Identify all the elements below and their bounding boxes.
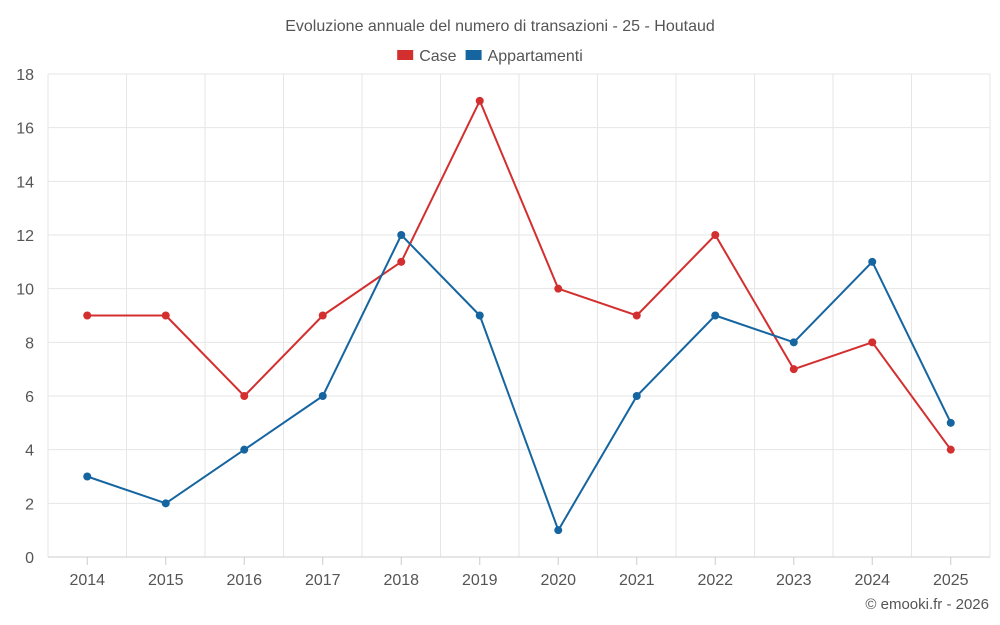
x-tick-label: 2020 [540, 572, 576, 589]
x-tick-label: 2015 [148, 572, 184, 589]
data-point[interactable] [711, 231, 720, 239]
y-tick-label: 6 [25, 389, 34, 406]
data-point[interactable] [161, 311, 170, 320]
x-tick-label: 2017 [305, 572, 341, 589]
legend-item-case[interactable]: Case [397, 48, 457, 65]
data-point[interactable] [789, 338, 798, 347]
data-point[interactable] [240, 392, 249, 400]
data-point[interactable] [318, 311, 327, 320]
y-axis: 0 2 4 6 8 10 12 14 16 18 [16, 67, 34, 567]
data-point[interactable] [946, 418, 955, 427]
data-point[interactable] [83, 311, 92, 320]
data-point[interactable] [83, 472, 92, 481]
legend-label: Appartamenti [488, 48, 583, 65]
x-tick-label: 2016 [226, 572, 262, 589]
x-tick-label: 2023 [776, 572, 812, 589]
data-point[interactable] [475, 96, 484, 105]
y-tick-label: 10 [16, 282, 34, 299]
x-tick-label: 2024 [854, 572, 890, 589]
y-tick-label: 16 [16, 121, 34, 138]
data-point[interactable] [318, 392, 327, 400]
x-tick-label: 2018 [383, 572, 419, 589]
data-point[interactable] [397, 257, 406, 266]
data-point[interactable] [946, 445, 955, 454]
data-point[interactable] [475, 311, 484, 320]
y-tick-label: 18 [16, 67, 34, 84]
data-point[interactable] [554, 284, 563, 293]
data-point[interactable] [397, 231, 406, 239]
y-tick-label: 12 [16, 228, 34, 245]
y-tick-label: 8 [25, 335, 34, 352]
legend-swatch [465, 50, 482, 60]
data-point[interactable] [632, 392, 641, 400]
y-tick-label: 14 [16, 174, 34, 191]
data-point[interactable] [789, 365, 798, 374]
data-point[interactable] [554, 526, 563, 535]
data-point[interactable] [632, 311, 641, 320]
credit-text: © emooki.fr - 2026 [865, 596, 989, 613]
data-point[interactable] [868, 257, 877, 266]
y-tick-label: 2 [25, 496, 34, 513]
x-tick-label: 2025 [933, 572, 969, 589]
x-tick-label: 2021 [619, 572, 655, 589]
x-tick-label: 2022 [697, 572, 733, 589]
data-point[interactable] [868, 338, 877, 347]
series-line [86, 234, 952, 532]
x-tick-label: 2014 [69, 572, 105, 589]
legend-item-appartamenti[interactable]: Appartamenti [465, 48, 583, 65]
legend-label: Case [419, 48, 456, 65]
data-point[interactable] [240, 445, 249, 454]
data-point[interactable] [161, 499, 170, 508]
series-appartamenti [83, 231, 955, 535]
grid [47, 73, 991, 558]
data-point[interactable] [711, 311, 720, 320]
series-group [83, 96, 955, 535]
series-line [87, 99, 952, 451]
series-case [83, 96, 955, 454]
legend: Case Appartamenti [397, 48, 583, 65]
y-tick-label: 4 [25, 443, 34, 460]
y-tick-label: 0 [25, 550, 34, 567]
legend-swatch [397, 50, 414, 60]
x-axis: 2014 2015 2016 2017 2018 2019 2020 2021 2022 2023… [48, 556, 990, 589]
chart-title: Evoluzione annuale del numero di transaz… [285, 18, 715, 35]
x-tick-label: 2019 [462, 572, 498, 589]
